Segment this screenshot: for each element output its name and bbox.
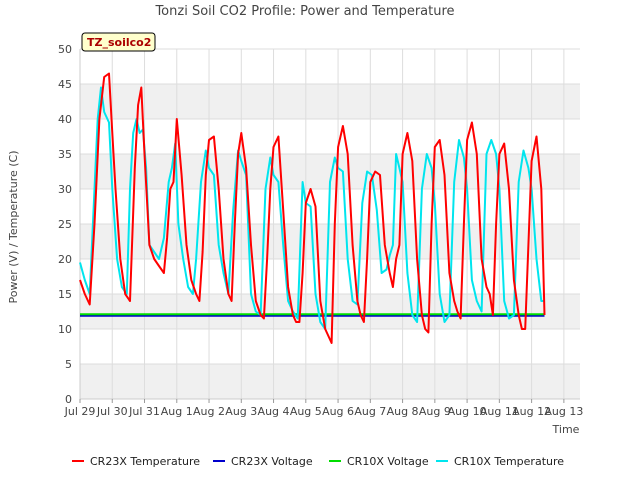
x-tick-label: Jul 31 — [128, 405, 160, 418]
x-tick-label: Aug 12 — [512, 405, 551, 418]
legend-label: CR10X Temperature — [454, 455, 564, 468]
plot-area — [79, 48, 580, 400]
legend: CR23X Temperature CR23X Voltage CR10X Volt… — [72, 455, 564, 468]
y-tick-label: 40 — [58, 113, 72, 126]
legend-label: CR10X Voltage — [347, 455, 429, 468]
y-axis: 0 5 10 15 20 25 30 35 40 45 50 — [58, 43, 81, 406]
x-tick-label: Aug 13 — [544, 405, 583, 418]
x-tick-label: Aug 6 — [322, 405, 354, 418]
x-tick-label: Aug 3 — [225, 405, 257, 418]
x-axis: Jul 29 Jul 30 Jul 31 Aug 1 Aug 2 Aug 3 Aug 4 Au… — [64, 398, 583, 418]
x-tick-label: Aug 4 — [258, 405, 290, 418]
y-tick-label: 25 — [58, 218, 72, 231]
series-line-cr23x-temperature — [79, 72, 546, 344]
x-tick-label: Aug 2 — [193, 405, 225, 418]
station-badge-label: TZ_soilco2 — [87, 36, 151, 49]
x-tick-label: Aug 5 — [290, 405, 322, 418]
grid-band — [80, 294, 580, 329]
chart-title: Tonzi Soil CO2 Profile: Power and Temper… — [154, 4, 454, 19]
y-tick-label: 45 — [58, 78, 72, 91]
y-tick-label: 0 — [65, 393, 72, 406]
y-tick-label: 20 — [58, 253, 72, 266]
grid-band — [80, 364, 580, 399]
y-tick-label: 5 — [65, 358, 72, 371]
legend-label: CR23X Voltage — [231, 455, 313, 468]
y-tick-label: 10 — [58, 323, 72, 336]
x-tick-label: Aug 10 — [448, 405, 487, 418]
grid-band — [80, 84, 580, 119]
station-badge-box — [81, 32, 156, 52]
x-tick-label: Jul 30 — [96, 405, 128, 418]
y-tick-label: 50 — [58, 43, 72, 56]
x-tick-label: Jul 29 — [64, 405, 96, 418]
y-tick-label: 35 — [58, 148, 72, 161]
x-axis-label: Time — [552, 423, 580, 436]
x-tick-label: Aug 11 — [480, 405, 519, 418]
x-tick-label: Aug 1 — [161, 405, 193, 418]
x-tick-label: Aug 7 — [354, 405, 386, 418]
y-axis-label: Power (V) / Temperature (C) — [7, 150, 20, 303]
legend-label: CR23X Temperature — [90, 455, 200, 468]
x-tick-label: Aug 9 — [419, 405, 451, 418]
y-tick-label: 15 — [58, 288, 72, 301]
series-layer — [79, 72, 546, 344]
x-tick-label: Aug 8 — [387, 405, 419, 418]
station-badge: TZ_soilco2 — [81, 32, 156, 52]
y-tick-label: 30 — [58, 183, 72, 196]
